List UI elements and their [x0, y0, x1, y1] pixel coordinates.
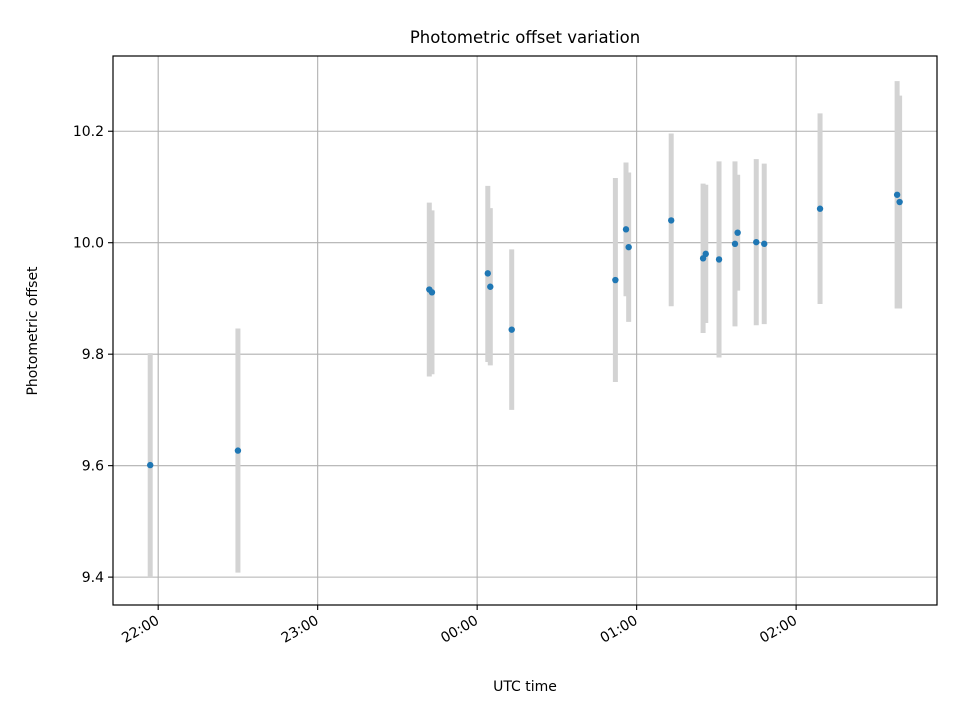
data-point — [667, 217, 675, 224]
x-tick-label: 23:00 — [279, 613, 322, 647]
data-points — [147, 191, 903, 469]
error-bars — [147, 81, 903, 578]
data-point — [761, 240, 768, 248]
data-point — [612, 276, 619, 284]
data-point — [508, 326, 515, 333]
plot-frame — [112, 55, 938, 606]
y-tick-label: 9.8 — [82, 347, 104, 363]
data-point — [487, 283, 494, 290]
y-axis-label: Photometric offset — [25, 266, 41, 396]
x-axis-label: UTC time — [493, 679, 557, 695]
data-point — [715, 256, 723, 263]
x-tick-label: 00:00 — [438, 613, 481, 647]
x-axis-ticks: 22:00 23:00 00:00 01:00 02:00 — [119, 605, 800, 647]
data-point — [753, 238, 760, 246]
data-point — [893, 191, 901, 198]
y-tick-label: 9.6 — [82, 459, 104, 475]
data-point — [147, 461, 154, 469]
data-point — [731, 240, 739, 248]
y-tick-label: 9.4 — [82, 570, 104, 586]
data-point — [428, 289, 436, 296]
data-point — [625, 243, 632, 251]
y-tick-label: 10.2 — [73, 124, 104, 140]
data-point — [622, 226, 630, 233]
y-axis-ticks: 9.4 9.6 9.8 10.0 10.2 — [73, 124, 113, 586]
data-point — [234, 447, 242, 454]
x-tick-label: 22:00 — [119, 613, 162, 647]
x-tick-label: 01:00 — [598, 613, 641, 647]
x-tick-label: 02:00 — [757, 613, 800, 647]
data-point — [734, 229, 741, 236]
data-point — [702, 250, 709, 258]
chart-title: Photometric offset variation — [410, 28, 640, 47]
data-point — [896, 198, 903, 206]
grid-lines — [113, 56, 937, 605]
data-point — [484, 270, 491, 277]
data-point — [816, 205, 824, 212]
y-tick-label: 10.0 — [73, 236, 104, 252]
